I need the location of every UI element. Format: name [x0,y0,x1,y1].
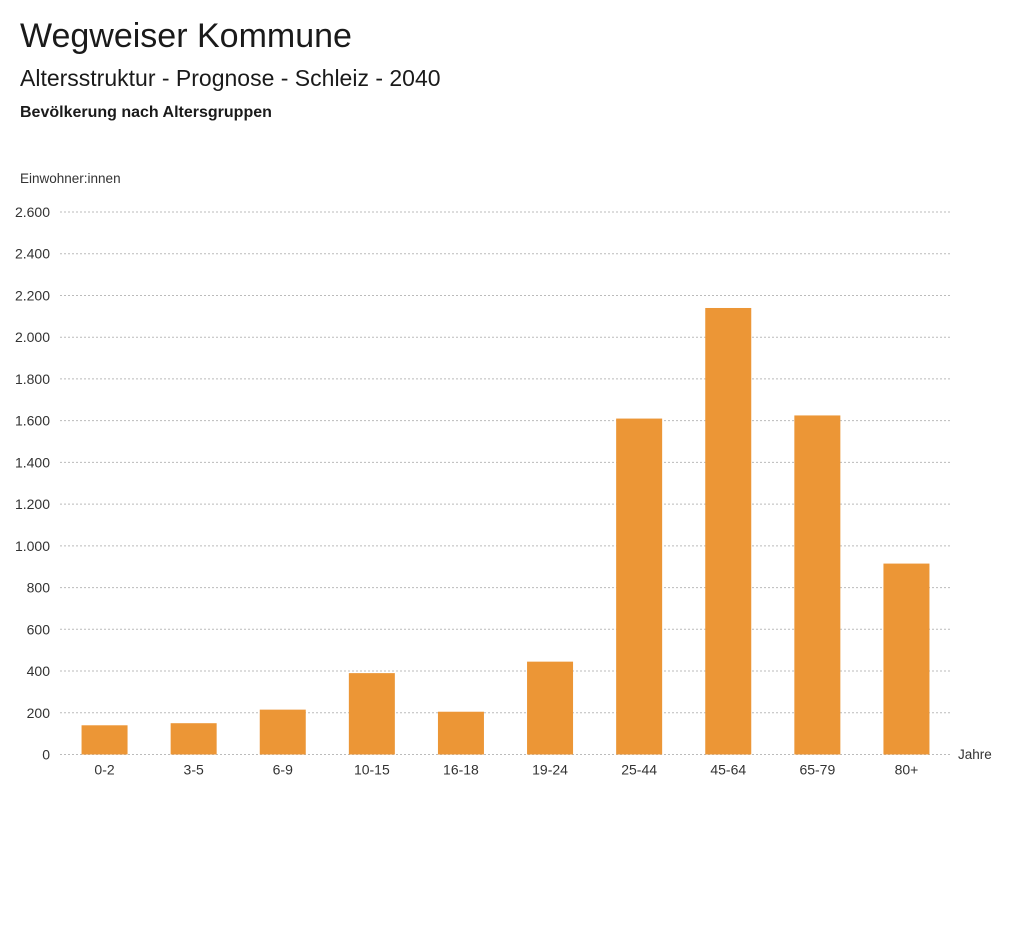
svg-text:0: 0 [42,747,50,763]
svg-text:2.000: 2.000 [15,329,50,345]
svg-text:2.400: 2.400 [15,246,50,262]
svg-text:1.400: 1.400 [15,454,50,470]
svg-text:25-44: 25-44 [621,762,657,778]
svg-text:19-24: 19-24 [532,762,568,778]
svg-text:16-18: 16-18 [443,762,479,778]
svg-text:1.800: 1.800 [15,371,50,387]
svg-text:65-79: 65-79 [799,762,835,778]
svg-text:1.000: 1.000 [15,538,50,554]
svg-text:6-9: 6-9 [273,762,293,778]
svg-text:400: 400 [27,663,51,679]
svg-text:2.200: 2.200 [15,287,50,303]
svg-text:800: 800 [27,580,51,596]
svg-text:1.200: 1.200 [15,496,50,512]
svg-text:200: 200 [27,705,51,721]
svg-text:3-5: 3-5 [184,762,204,778]
svg-text:2.600: 2.600 [15,204,50,220]
svg-text:0-2: 0-2 [94,762,114,778]
svg-text:600: 600 [27,621,51,637]
svg-text:45-64: 45-64 [710,762,746,778]
svg-text:10-15: 10-15 [354,762,390,778]
svg-text:80+: 80+ [895,762,919,778]
svg-text:1.600: 1.600 [15,413,50,429]
